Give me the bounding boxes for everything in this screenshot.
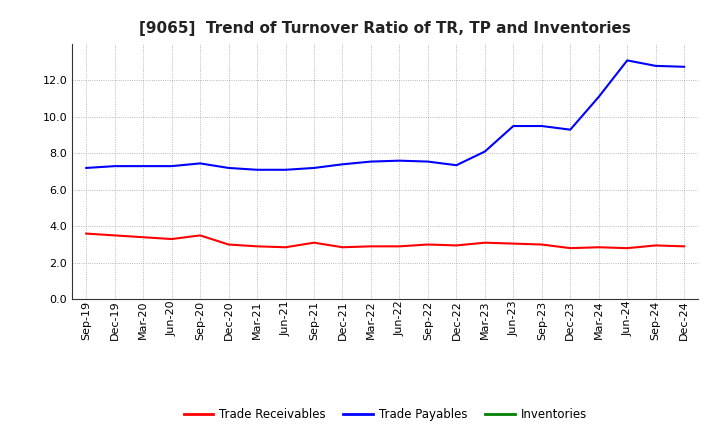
Legend: Trade Receivables, Trade Payables, Inventories: Trade Receivables, Trade Payables, Inven… [179, 403, 591, 426]
Title: [9065]  Trend of Turnover Ratio of TR, TP and Inventories: [9065] Trend of Turnover Ratio of TR, TP… [139, 21, 631, 36]
